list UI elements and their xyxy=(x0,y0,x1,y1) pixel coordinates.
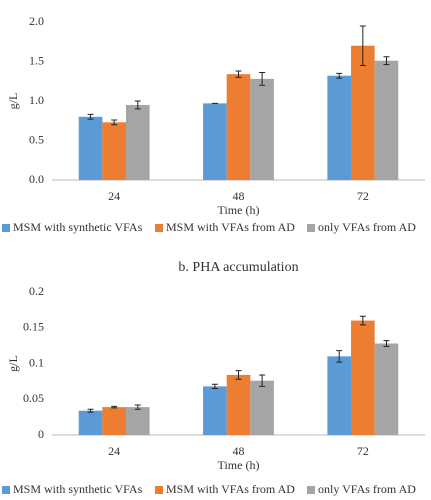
y-tick-label: 1.0 xyxy=(29,93,44,107)
bar xyxy=(250,380,274,435)
error-bar xyxy=(134,404,141,410)
error-bar xyxy=(211,383,218,390)
bar xyxy=(327,75,352,180)
y-axis-label: g/L xyxy=(6,355,20,372)
legend-label: only VFAs from AD xyxy=(318,482,416,496)
error-bar xyxy=(235,370,242,380)
error-bar xyxy=(383,56,390,66)
bar xyxy=(125,407,150,435)
error-bar xyxy=(235,70,242,78)
bar xyxy=(125,104,150,180)
error-bar xyxy=(87,113,94,120)
legend-label: MSM with synthetic VFAs xyxy=(13,220,143,234)
bar xyxy=(102,407,126,435)
error-bar xyxy=(383,340,390,347)
error-bar xyxy=(336,72,343,79)
legend-label: MSM with VFAs from AD xyxy=(166,220,295,234)
error-bar xyxy=(111,119,118,126)
y-tick-label: 2.0 xyxy=(29,14,44,28)
y-tick-label: 0.2 xyxy=(29,284,44,298)
bar xyxy=(374,60,399,180)
y-axis-label: g/L xyxy=(6,93,20,110)
x-tick-label: 48 xyxy=(233,444,245,458)
error-bar xyxy=(336,350,343,363)
y-tick-label: 0.0 xyxy=(29,172,44,186)
legend-label: MSM with synthetic VFAs xyxy=(13,482,143,496)
x-tick-label: 72 xyxy=(357,189,369,203)
x-tick-label: 24 xyxy=(108,444,120,458)
y-tick-label: 0.1 xyxy=(29,355,44,369)
bar xyxy=(250,78,274,180)
y-tick-label: 0.15 xyxy=(23,320,44,334)
bar xyxy=(351,320,375,435)
y-tick-label: 0.5 xyxy=(29,132,44,146)
bar xyxy=(78,116,103,180)
legend-swatch xyxy=(155,224,163,232)
error-bar xyxy=(259,374,266,387)
x-tick-label: 48 xyxy=(233,189,245,203)
bar xyxy=(374,343,399,435)
legend-swatch xyxy=(2,486,10,494)
error-bar xyxy=(259,72,266,86)
error-bar xyxy=(134,100,141,110)
error-bar xyxy=(359,315,366,326)
bar xyxy=(102,122,126,180)
legend-swatch xyxy=(307,224,315,232)
legend-swatch xyxy=(155,486,163,494)
bar xyxy=(327,356,352,435)
y-tick-label: 1.5 xyxy=(29,53,44,67)
legend-swatch xyxy=(2,224,10,232)
bar xyxy=(203,386,227,435)
legend-label: only VFAs from AD xyxy=(318,220,416,234)
y-tick-label: 0.05 xyxy=(23,391,44,405)
error-bar xyxy=(359,25,366,66)
bar xyxy=(351,45,375,181)
error-bar xyxy=(111,405,118,409)
x-tick-label: 72 xyxy=(357,444,369,458)
bar xyxy=(226,74,251,180)
x-axis-label: Time (h) xyxy=(218,458,260,472)
bar xyxy=(78,410,103,435)
x-axis-label: Time (h) xyxy=(218,203,260,217)
legend-label: MSM with VFAs from AD xyxy=(166,482,295,496)
bar xyxy=(203,103,227,180)
error-bar xyxy=(87,408,94,413)
legend-swatch xyxy=(307,486,315,494)
chart-title: b. PHA accumulation xyxy=(178,260,298,275)
x-tick-label: 24 xyxy=(108,189,120,203)
y-tick-label: 0 xyxy=(38,427,44,441)
bar xyxy=(226,374,251,435)
